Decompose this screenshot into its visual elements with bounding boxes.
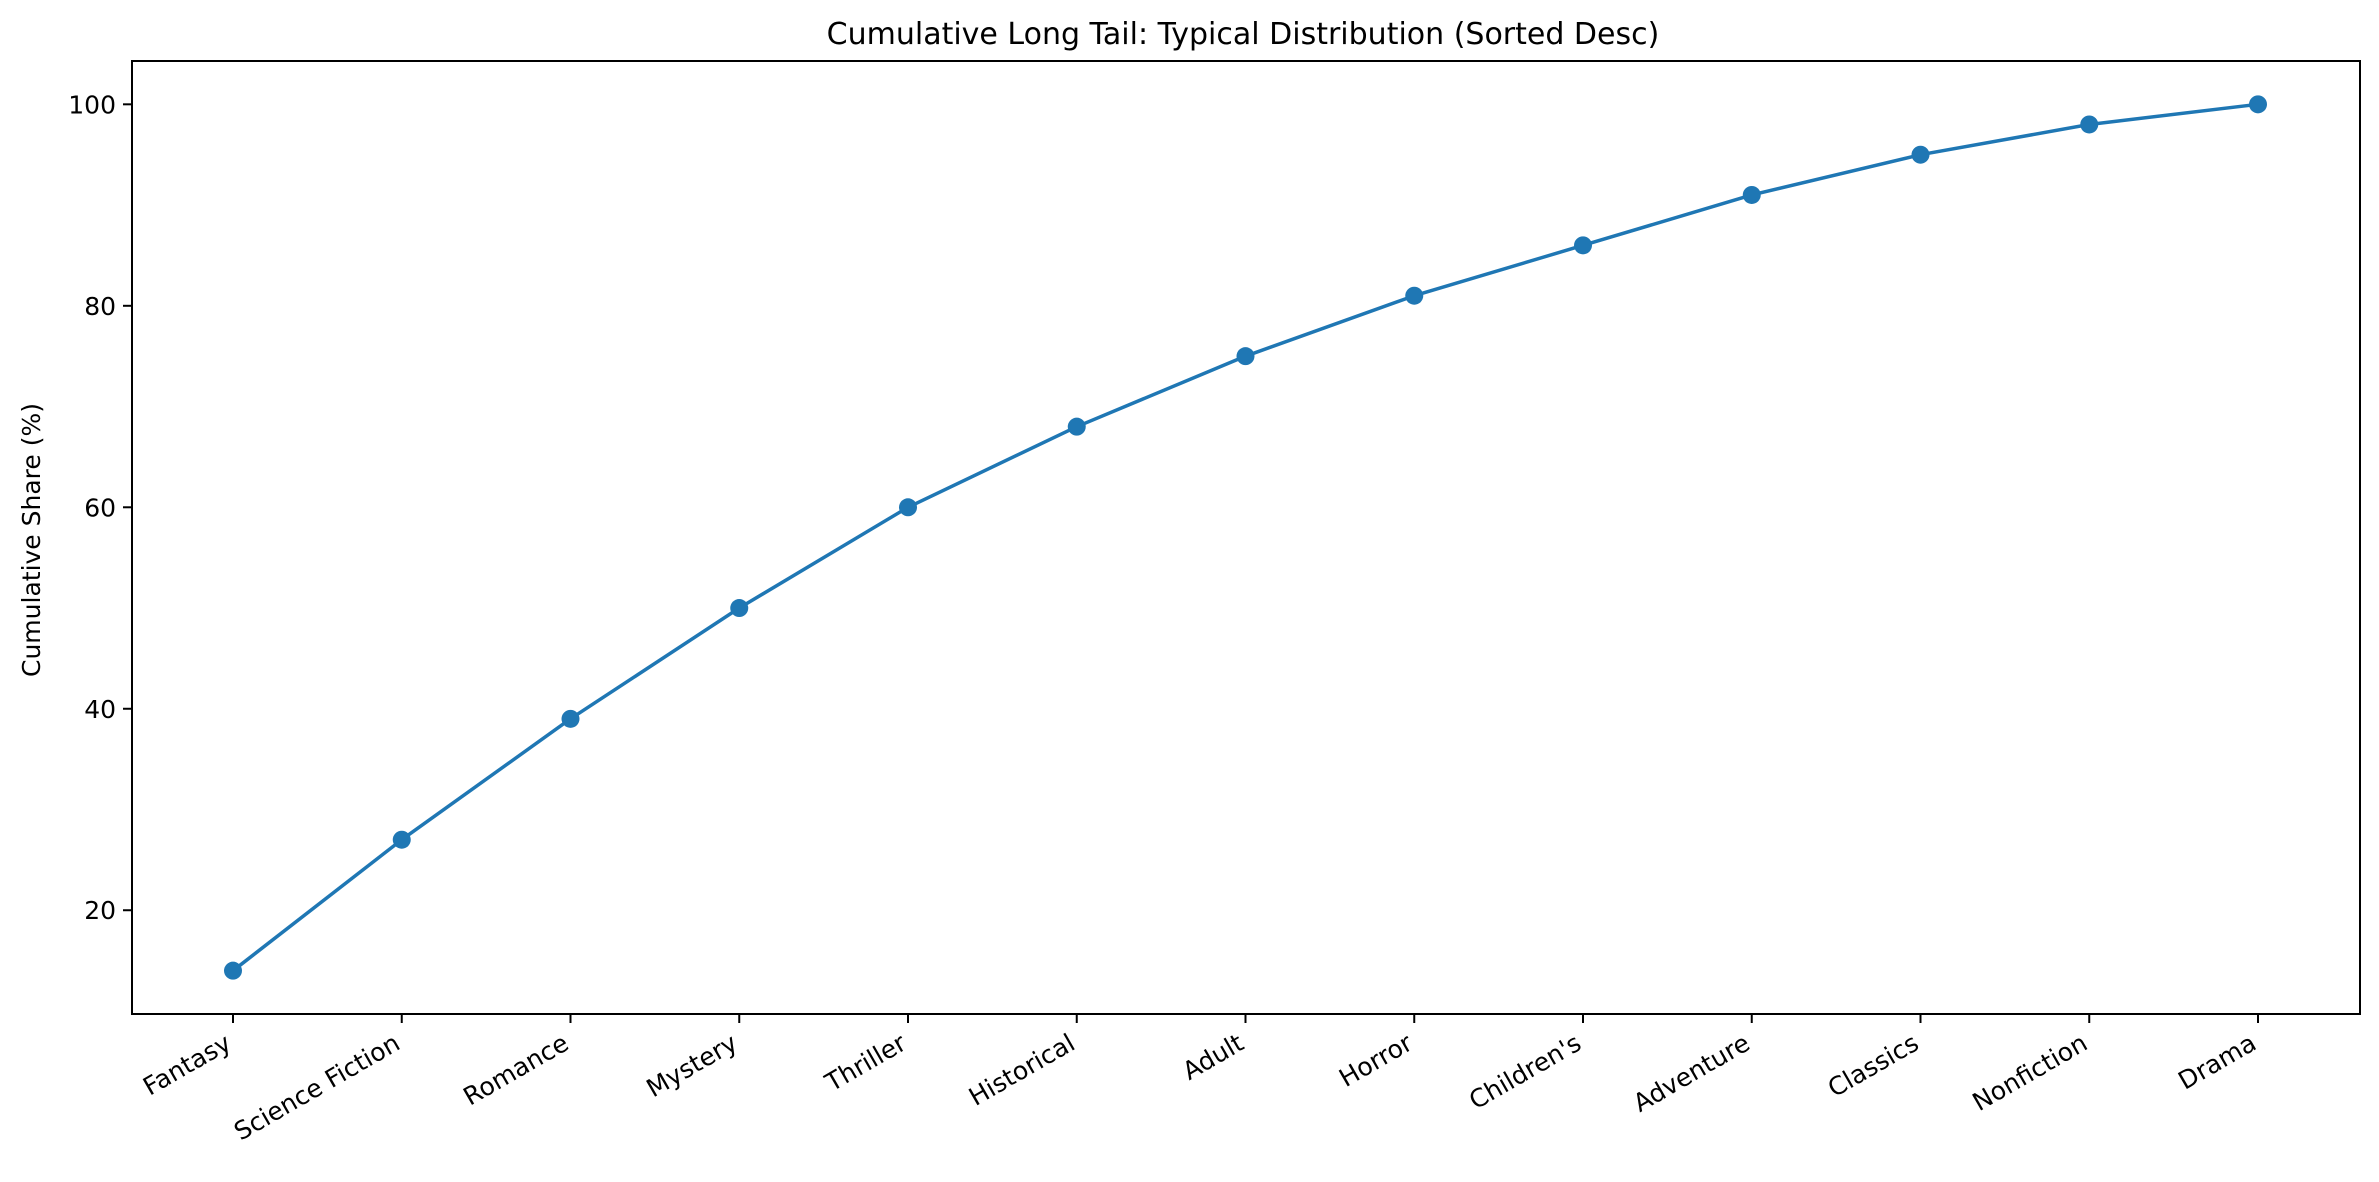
x-tick-label: Horror [1334, 1028, 1418, 1093]
y-tick-label: 80 [84, 292, 116, 321]
x-tick-label: Classics [1823, 1028, 1924, 1103]
data-point [1911, 145, 1930, 164]
data-point [392, 830, 411, 849]
data-point [224, 961, 242, 980]
x-tick-label: Adult [1178, 1028, 1249, 1086]
data-point [1574, 236, 1592, 255]
y-tick-label: 100 [68, 90, 116, 119]
data-point [1067, 417, 1086, 436]
data-point [2249, 95, 2267, 114]
x-tick-label: Romance [458, 1028, 573, 1111]
data-point [899, 498, 917, 517]
x-tick-label: Nonfiction [1968, 1028, 2093, 1117]
y-tick-label: 60 [84, 493, 116, 522]
x-tick-label: Adventure [1628, 1028, 1754, 1118]
y-tick-label: 40 [84, 695, 116, 724]
x-tick-label: Fantasy [138, 1028, 236, 1101]
plot-frame [131, 60, 2361, 1015]
series-line [231, 102, 2259, 973]
data-point [2080, 115, 2099, 134]
x-tick-label: Drama [2173, 1028, 2261, 1095]
y-axis-ticks: 20 40 60 80 100 [68, 90, 132, 925]
x-tick-label: Thriller [820, 1028, 912, 1098]
chart-title: Cumulative Long Tail: Typical Distributi… [827, 17, 1660, 52]
x-tick-label: Children's [1464, 1028, 1586, 1115]
x-tick-label: Mystery [641, 1028, 742, 1103]
data-point [1742, 185, 1761, 204]
data-point [1405, 286, 1424, 305]
data-point [561, 709, 580, 728]
y-tick-label: 20 [84, 896, 116, 925]
x-tick-label: Science Fiction [229, 1028, 405, 1146]
series-group [224, 95, 2267, 980]
x-tick-label: Historical [964, 1028, 1080, 1112]
data-point [1236, 347, 1255, 366]
data-point [730, 599, 749, 618]
y-axis-label: Cumulative Share (%) [17, 403, 46, 677]
